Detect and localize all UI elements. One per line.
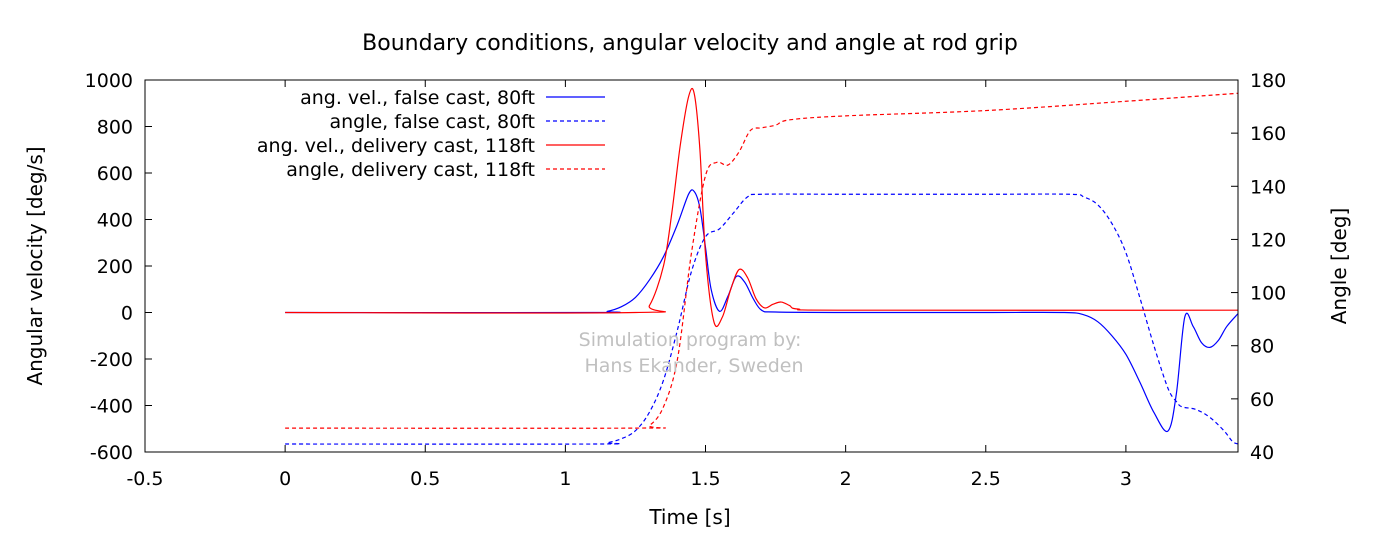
series-line-1 [285, 189, 1238, 433]
legend-label-2: angle, false cast, 80ft [329, 111, 535, 133]
x-axis: -0.5 0 0.5 1 1.5 2 2.5 3 [126, 80, 1132, 490]
y2-axis-label: Angle [deg] [1327, 208, 1351, 325]
x-tick-label: 2 [840, 468, 852, 490]
y2-tick-label: 60 [1250, 389, 1274, 411]
legend-label-1: ang. vel., false cast, 80ft [300, 87, 535, 109]
x-tick-label: 1.5 [690, 468, 720, 490]
watermark-line-1: Simulation program by: [579, 329, 802, 351]
x-tick-label: 1 [559, 468, 571, 490]
y-tick-label: 0 [121, 303, 133, 325]
x-tick-label: 0 [279, 468, 291, 490]
watermark-line-2: Hans Ekander, Sweden [585, 355, 804, 377]
y-tick-label: -400 [90, 396, 133, 418]
y-tick-label: 200 [97, 256, 133, 278]
series-group [285, 87, 1238, 445]
x-tick-label: 2.5 [971, 468, 1001, 490]
x-axis-label: Time [s] [648, 505, 730, 529]
chart-title: Boundary conditions, angular velocity an… [362, 31, 1018, 56]
y2-tick-label: 80 [1250, 336, 1274, 358]
y-tick-label: 400 [97, 210, 133, 232]
y2-tick-label: 160 [1250, 123, 1286, 145]
y2-tick-label: 40 [1250, 442, 1274, 464]
y-tick-label: -600 [90, 442, 133, 464]
series-line-3 [285, 87, 1238, 327]
y-axis-label: Angular velocity [deg/s] [23, 146, 47, 385]
y2-tick-label: 120 [1250, 229, 1286, 251]
series-line-4 [285, 92, 1238, 429]
x-tick-label: 0.5 [410, 468, 440, 490]
watermark: Simulation program by: Hans Ekander, Swe… [579, 329, 804, 377]
y2-tick-label: 140 [1250, 176, 1286, 198]
y-axis-right: 40 60 80 100 120 140 160 180 [1231, 70, 1286, 464]
series-line-2 [285, 193, 1238, 445]
y-tick-label: -200 [90, 349, 133, 371]
y-tick-label: 600 [97, 163, 133, 185]
x-tick-label: -0.5 [126, 468, 163, 490]
y-axis-left: -600 -400 -200 0 200 400 600 800 1000 [85, 70, 152, 464]
y2-tick-label: 180 [1250, 70, 1286, 92]
legend-label-4: angle, delivery cast, 118ft [286, 159, 535, 181]
legend-label-3: ang. vel., delivery cast, 118ft [257, 135, 535, 157]
x-tick-label: 3 [1120, 468, 1132, 490]
y-tick-label: 1000 [85, 70, 133, 92]
y2-tick-label: 100 [1250, 283, 1286, 305]
y-tick-label: 800 [97, 117, 133, 139]
